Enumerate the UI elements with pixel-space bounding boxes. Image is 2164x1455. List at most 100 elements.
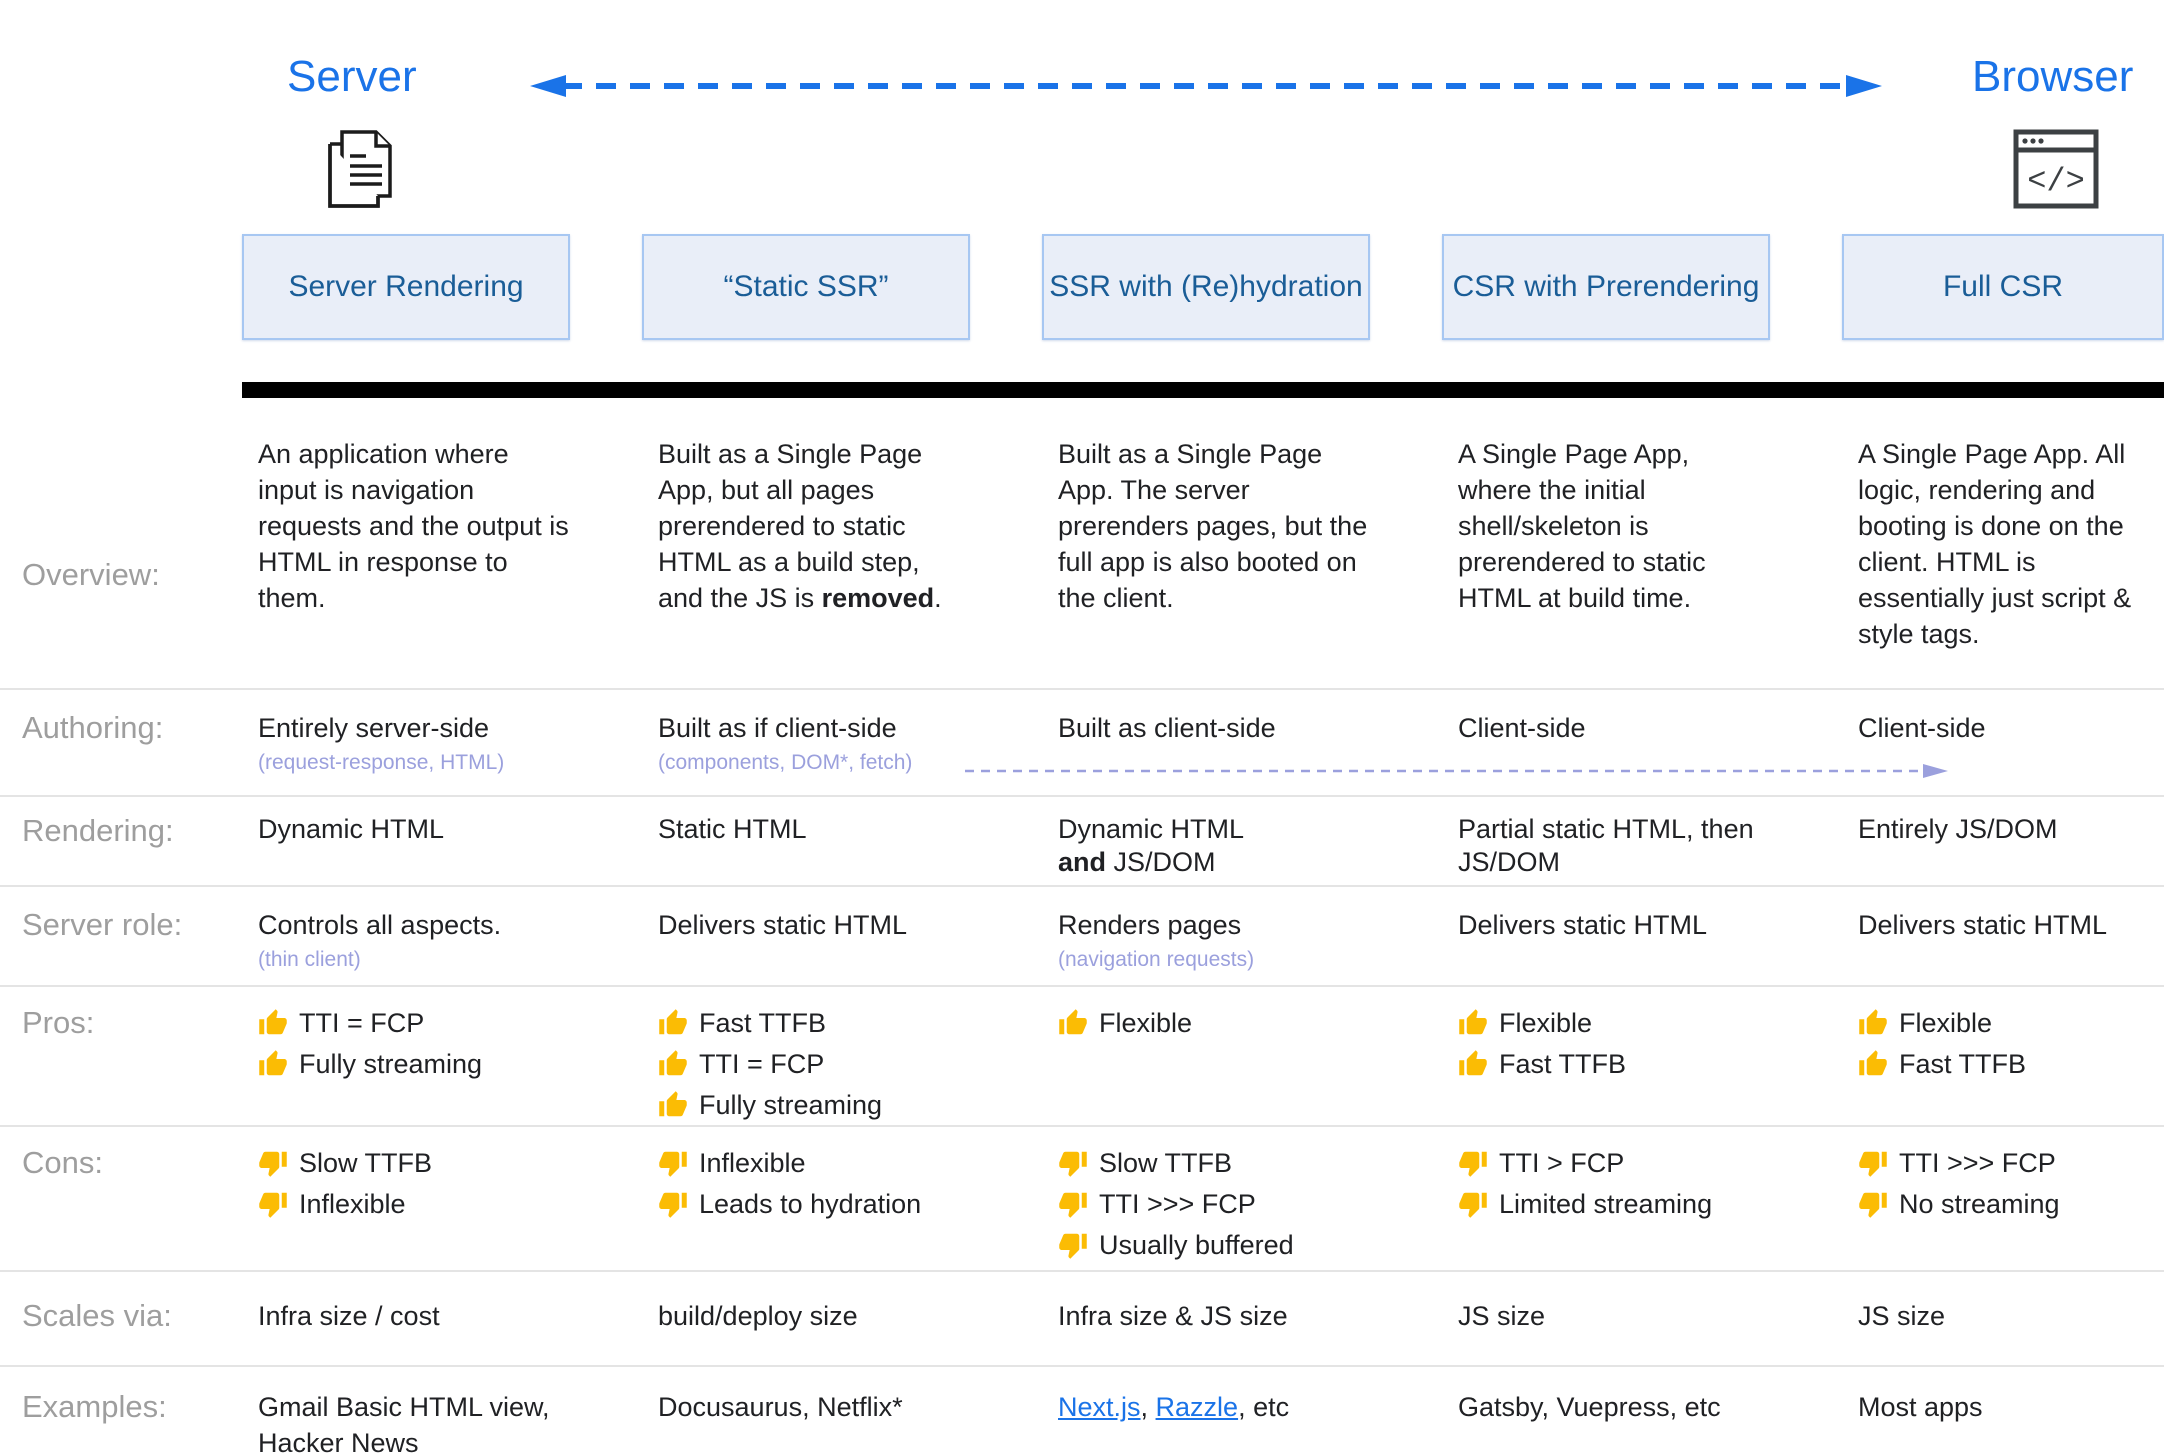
examples-static-ssr: Docusaurus, Netflix*	[658, 1392, 903, 1422]
row-label-examples: Examples:	[22, 1389, 167, 1424]
rendering-server-rendering: Dynamic HTML	[258, 814, 445, 844]
pros-full-csr: Flexible Fast TTFB	[1840, 1005, 2164, 1128]
row-label-scales-via: Scales via:	[22, 1298, 172, 1333]
header-full-csr: Full CSR	[1842, 234, 2164, 340]
row-overview: Overview: An application where input is …	[0, 398, 2164, 690]
header-ssr-rehydration: SSR with (Re)hydration	[1042, 234, 1370, 340]
pros-server-rendering: TTI = FCP Fully streaming	[240, 1005, 640, 1128]
overview-full-csr: A Single Page App. All logic, rendering …	[1858, 439, 2132, 649]
thumbs-down-icon	[1059, 1192, 1087, 1218]
thumbs-down-icon	[1459, 1192, 1487, 1218]
browser-window-code-icon: </>	[2013, 129, 2099, 209]
pros-ssr-rehydration: Flexible	[1040, 1005, 1440, 1128]
thumbs-down-icon	[1059, 1151, 1087, 1177]
thumbs-up-icon	[659, 1091, 687, 1117]
rendering-csr-prerendering: Partial static HTML, then JS/DOM	[1458, 814, 1754, 877]
scales-static-ssr: build/deploy size	[658, 1301, 858, 1331]
scales-full-csr: JS size	[1858, 1301, 1946, 1331]
authoring-server-rendering: Entirely server-side (request-response, …	[240, 710, 640, 776]
server-role-ssr-rehydration: Renders pages (navigation requests)	[1040, 907, 1440, 973]
authoring-ssr-rehydration: Built as client-side	[1058, 713, 1276, 743]
examples-ssr-rehydration: Next.js, Razzle, etc	[1058, 1392, 1290, 1422]
dashed-double-arrow-icon	[530, 75, 1882, 97]
scales-server-rendering: Infra size / cost	[258, 1301, 440, 1331]
row-label-rendering: Rendering:	[22, 813, 174, 848]
row-server-role: Server role: Controls all aspects. (thin…	[0, 887, 2164, 987]
server-role-full-csr: Delivers static HTML	[1858, 910, 2108, 940]
row-label-overview: Overview:	[22, 557, 160, 592]
thumbs-down-icon	[1859, 1192, 1887, 1218]
server-role-note: (thin client)	[258, 948, 361, 971]
pros-csr-prerendering: Flexible Fast TTFB	[1440, 1005, 1840, 1128]
thumbs-up-icon	[1459, 1050, 1487, 1076]
thumbs-down-icon	[259, 1192, 287, 1218]
rendering-full-csr: Entirely JS/DOM	[1858, 814, 2058, 844]
row-examples: Examples: Gmail Basic HTML view, Hacker …	[0, 1367, 2164, 1455]
cons-server-rendering: Slow TTFB Inflexible	[240, 1145, 640, 1268]
rendering-static-ssr: Static HTML	[658, 814, 807, 844]
examples-server-rendering: Gmail Basic HTML view, Hacker News	[258, 1392, 550, 1455]
header-divider-bar	[242, 382, 2164, 398]
scales-ssr-rehydration: Infra size & JS size	[1058, 1301, 1288, 1331]
row-authoring: Authoring: Entirely server-side (request…	[0, 690, 2164, 797]
server-role-csr-prerendering: Delivers static HTML	[1458, 910, 1708, 940]
examples-csr-prerendering: Gatsby, Vuepress, etc	[1458, 1392, 1721, 1422]
thumbs-up-icon	[1059, 1009, 1087, 1035]
overview-ssr-rehydration: Built as a Single Page App. The server p…	[1058, 439, 1368, 613]
thumbs-up-icon	[659, 1050, 687, 1076]
documents-icon	[328, 130, 392, 208]
row-label-server-role: Server role:	[22, 907, 183, 942]
row-label-cons: Cons:	[22, 1145, 103, 1180]
row-pros: Pros: TTI = FCP Fully streaming Fast TTF…	[0, 987, 2164, 1127]
examples-full-csr: Most apps	[1858, 1392, 1983, 1422]
thumbs-up-icon	[1859, 1050, 1887, 1076]
row-label-authoring: Authoring:	[22, 710, 164, 745]
thumbs-up-icon	[1459, 1009, 1487, 1035]
row-scales-via: Scales via: Infra size / cost build/depl…	[0, 1272, 2164, 1367]
authoring-static-ssr: Built as if client-side (components, DOM…	[640, 710, 1040, 776]
top-band: Server Browser </> Server	[0, 0, 2164, 398]
header-server-rendering: Server Rendering	[242, 234, 570, 340]
browser-axis-label: Browser	[1972, 52, 2134, 101]
pros-static-ssr: Fast TTFB TTI = FCP Fully streaming	[640, 1005, 1040, 1128]
thumbs-down-icon	[659, 1151, 687, 1177]
server-role-note: (navigation requests)	[1058, 948, 1255, 971]
svg-text:</>: </>	[2027, 163, 2085, 200]
thumbs-down-icon	[1059, 1233, 1087, 1259]
cons-csr-prerendering: TTI > FCP Limited streaming	[1440, 1145, 1840, 1268]
thumbs-up-icon	[259, 1009, 287, 1035]
thumbs-up-icon	[659, 1009, 687, 1035]
row-rendering: Rendering: Dynamic HTML Static HTML Dyna…	[0, 797, 2164, 887]
cons-full-csr: TTI >>> FCP No streaming	[1840, 1145, 2164, 1268]
authoring-csr-prerendering: Client-side	[1458, 713, 1586, 743]
overview-server-rendering: An application where input is navigation…	[258, 439, 569, 613]
authoring-full-csr: Client-side	[1858, 713, 1986, 743]
nextjs-link[interactable]: Next.js	[1058, 1392, 1141, 1422]
thumbs-up-icon	[259, 1050, 287, 1076]
thumbs-down-icon	[1859, 1151, 1887, 1177]
comparison-table: Overview: An application where input is …	[0, 398, 2164, 1455]
server-role-static-ssr: Delivers static HTML	[658, 910, 908, 940]
overview-static-ssr: Built as a Single Page App, but all page…	[658, 439, 942, 613]
cons-ssr-rehydration: Slow TTFB TTI >>> FCP Usually buffered	[1040, 1145, 1440, 1268]
rendering-ssr-rehydration: Dynamic HTML and JS/DOM	[1058, 814, 1245, 877]
server-role-server-rendering: Controls all aspects. (thin client)	[240, 907, 640, 973]
thumbs-up-icon	[1859, 1009, 1887, 1035]
header-csr-prerendering: CSR with Prerendering	[1442, 234, 1770, 340]
dashed-right-arrow-icon	[965, 764, 1948, 778]
row-cons: Cons: Slow TTFB Inflexible Inflexible Le…	[0, 1127, 2164, 1272]
server-axis-label: Server	[287, 52, 417, 101]
row-label-pros: Pros:	[22, 1005, 95, 1040]
cons-static-ssr: Inflexible Leads to hydration	[640, 1145, 1040, 1268]
scales-csr-prerendering: JS size	[1458, 1301, 1546, 1331]
authoring-note: (components, DOM*, fetch)	[658, 751, 913, 774]
column-headers: Server Rendering “Static SSR” SSR with (…	[0, 234, 2164, 340]
authoring-note: (request-response, HTML)	[258, 751, 505, 774]
thumbs-down-icon	[259, 1151, 287, 1177]
razzle-link[interactable]: Razzle	[1155, 1392, 1239, 1422]
overview-csr-prerendering: A Single Page App, where the initial she…	[1458, 439, 1706, 613]
header-static-ssr: “Static SSR”	[642, 234, 970, 340]
thumbs-down-icon	[659, 1192, 687, 1218]
thumbs-down-icon	[1459, 1151, 1487, 1177]
